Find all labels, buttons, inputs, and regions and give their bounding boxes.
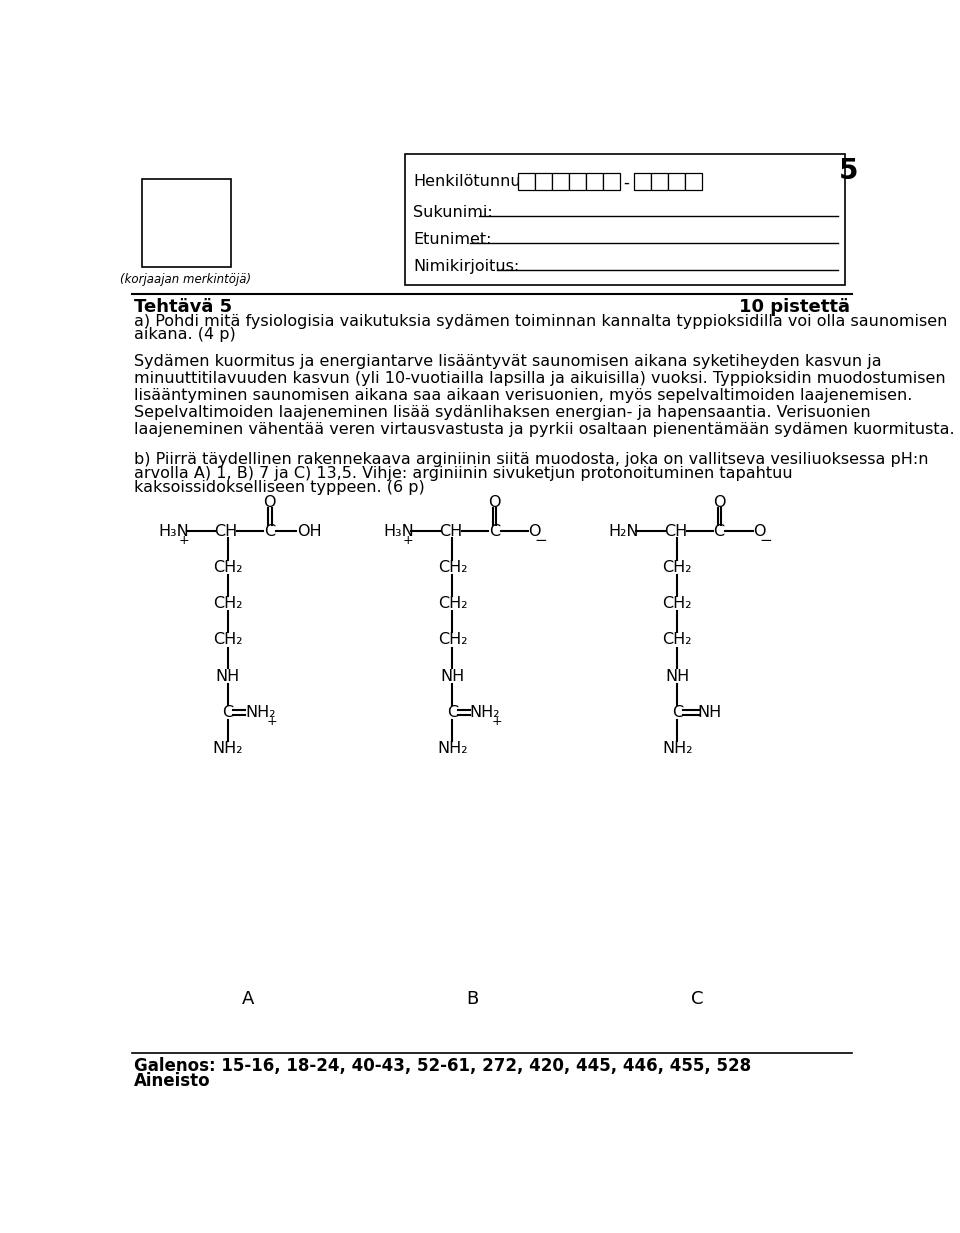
Bar xyxy=(517,173,535,190)
Text: NH₂: NH₂ xyxy=(469,705,500,720)
Text: C: C xyxy=(447,705,458,720)
Text: C: C xyxy=(672,705,683,720)
Text: O: O xyxy=(488,494,500,509)
Text: aikana. (4 p): aikana. (4 p) xyxy=(134,328,236,343)
Text: +: + xyxy=(403,534,414,547)
Text: CH: CH xyxy=(664,524,687,539)
Text: CH₂: CH₂ xyxy=(213,633,243,647)
Text: O: O xyxy=(263,494,276,509)
Bar xyxy=(668,173,685,190)
Bar xyxy=(535,173,552,190)
Text: NH₂: NH₂ xyxy=(212,741,243,756)
Bar xyxy=(142,179,230,268)
Bar xyxy=(634,173,651,190)
Text: CH₂: CH₂ xyxy=(438,633,468,647)
Text: +: + xyxy=(267,715,277,729)
Text: −: − xyxy=(759,533,772,549)
Text: NH: NH xyxy=(441,668,465,683)
Text: 10 pistettä: 10 pistettä xyxy=(739,298,850,316)
Text: a) Pohdi mitä fysiologisia vaikutuksia sydämen toiminnan kannalta typpioksidilla: a) Pohdi mitä fysiologisia vaikutuksia s… xyxy=(134,313,948,328)
Text: arvolla A) 1, B) 7 ja C) 13,5. Vihje: arginiinin sivuketjun protonoituminen tapa: arvolla A) 1, B) 7 ja C) 13,5. Vihje: ar… xyxy=(134,466,793,481)
Text: NH₂: NH₂ xyxy=(245,705,276,720)
Text: Tehtävä 5: Tehtävä 5 xyxy=(134,298,232,316)
Text: C: C xyxy=(264,524,276,539)
Text: b) Piirrä täydellinen rakennekaava arginiinin siitä muodosta, joka on vallitseva: b) Piirrä täydellinen rakennekaava argin… xyxy=(134,453,928,467)
Text: Sydämen kuormitus ja energiantarve lisääntyvät saunomisen aikana syketiheyden ka: Sydämen kuormitus ja energiantarve lisää… xyxy=(134,354,881,370)
Text: Henkilötunnus:: Henkilötunnus: xyxy=(413,174,534,189)
Text: CH₂: CH₂ xyxy=(438,597,468,612)
Text: CH₂: CH₂ xyxy=(438,560,468,575)
Text: CH₂: CH₂ xyxy=(662,597,692,612)
Text: minuuttitilavuuden kasvun (yli 10-vuotiailla lapsilla ja aikuisilla) vuoksi. Typ: minuuttitilavuuden kasvun (yli 10-vuotia… xyxy=(134,371,946,386)
Text: C: C xyxy=(713,524,725,539)
Text: C: C xyxy=(222,705,233,720)
Text: C: C xyxy=(489,524,500,539)
Bar xyxy=(586,173,603,190)
Text: OH: OH xyxy=(298,524,323,539)
Text: Galenos: 15-16, 18-24, 40-43, 52-61, 272, 420, 445, 446, 455, 528: Galenos: 15-16, 18-24, 40-43, 52-61, 272… xyxy=(134,1057,751,1075)
Text: CH: CH xyxy=(440,524,463,539)
Text: Aineisto: Aineisto xyxy=(134,1071,210,1090)
Text: NH: NH xyxy=(665,668,689,683)
Text: laajeneminen vähentää veren virtausvastusta ja pyrkii osaltaan pienentämään sydä: laajeneminen vähentää veren virtausvastu… xyxy=(134,422,954,436)
Text: H₃N: H₃N xyxy=(158,524,190,539)
Text: 5: 5 xyxy=(839,157,858,185)
Bar xyxy=(405,154,846,285)
Text: O: O xyxy=(528,524,540,539)
Text: −: − xyxy=(535,533,547,549)
Text: lisääntyminen saunomisen aikana saa aikaan verisuonien, myös sepelvaltimoiden la: lisääntyminen saunomisen aikana saa aika… xyxy=(134,388,912,403)
Text: Sukunimi:: Sukunimi: xyxy=(413,205,492,219)
Bar xyxy=(685,173,702,190)
Text: H₂N: H₂N xyxy=(609,524,639,539)
Text: +: + xyxy=(179,534,189,547)
Text: A: A xyxy=(242,990,254,1007)
Bar xyxy=(651,173,668,190)
Bar xyxy=(603,173,620,190)
Text: O: O xyxy=(754,524,766,539)
Text: NH₂: NH₂ xyxy=(662,741,692,756)
Text: +: + xyxy=(492,715,502,729)
Text: -: - xyxy=(623,174,629,191)
Text: kaksoissidokselliseen typpeen. (6 p): kaksoissidokselliseen typpeen. (6 p) xyxy=(134,480,424,494)
Text: O: O xyxy=(713,494,726,509)
Text: CH₂: CH₂ xyxy=(662,560,692,575)
Text: NH₂: NH₂ xyxy=(437,741,468,756)
Text: H₃N: H₃N xyxy=(384,524,415,539)
Text: Nimikirjoitus:: Nimikirjoitus: xyxy=(413,259,519,274)
Text: CH₂: CH₂ xyxy=(213,597,243,612)
Text: Sepelvaltimoiden laajeneminen lisää sydänlihaksen energian- ja hapensaantia. Ver: Sepelvaltimoiden laajeneminen lisää sydä… xyxy=(134,406,871,420)
Text: Etunimet:: Etunimet: xyxy=(413,232,492,247)
Text: (korjaajan merkintöjä): (korjaajan merkintöjä) xyxy=(120,272,252,286)
Bar xyxy=(552,173,568,190)
Text: CH₂: CH₂ xyxy=(662,633,692,647)
Text: B: B xyxy=(467,990,479,1007)
Text: CH: CH xyxy=(214,524,238,539)
Text: NH: NH xyxy=(698,705,722,720)
Text: NH: NH xyxy=(216,668,240,683)
Text: C: C xyxy=(691,990,704,1007)
Text: CH₂: CH₂ xyxy=(213,560,243,575)
Bar xyxy=(568,173,586,190)
